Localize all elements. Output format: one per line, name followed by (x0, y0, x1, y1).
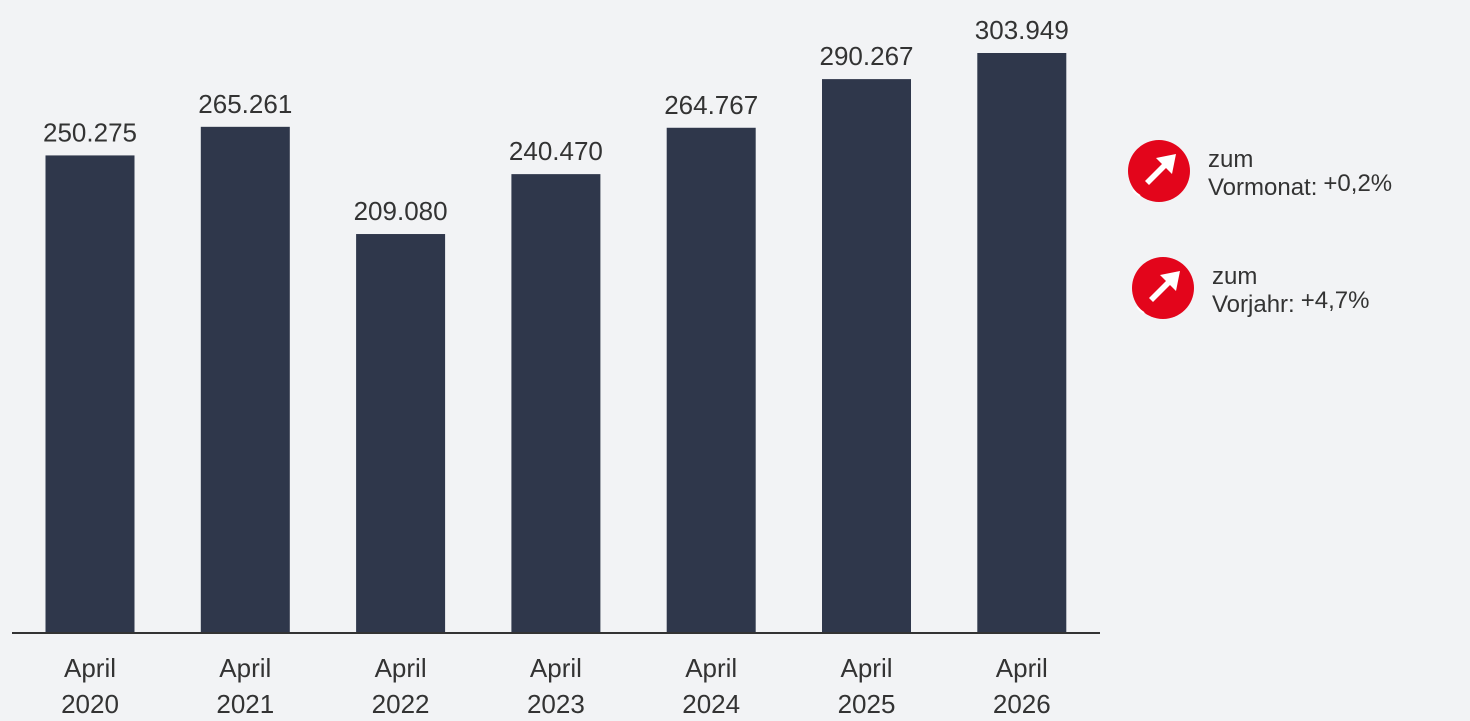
bar-april-2021 (200, 126, 290, 634)
bar-april-2026 (977, 53, 1067, 633)
year-change-line1: zum (1212, 263, 1258, 290)
value-label-april-2024: 264.767 (664, 90, 758, 120)
bar-april-2025 (822, 79, 911, 633)
month-change-value: +0,2% (1323, 170, 1393, 197)
bar-april-2022 (356, 234, 446, 633)
bar-april-2024 (666, 127, 756, 634)
month-change-line1: zum (1208, 146, 1254, 173)
year-change-value: +4,7% (1300, 287, 1370, 314)
value-label-april-2023: 240.470 (509, 136, 603, 166)
x-tick-label-april-2024: April 2024 (682, 653, 740, 719)
year-change-text: zum Vorjahr: +4,7% (1212, 263, 1369, 319)
value-label-april-2025: 290.267 (820, 41, 914, 71)
month-change-label: Vormonat: (1208, 174, 1318, 201)
year-change-badge: zum Vorjahr: +4,7% (1132, 257, 1369, 319)
value-label-april-2022: 209.080 (354, 196, 448, 226)
bar-april-2020 (45, 155, 135, 634)
month-change-badge: zum Vormonat: +0,2% (1128, 140, 1392, 202)
x-tick-label-april-2025: April 2025 (838, 653, 896, 719)
x-tick-label-april-2020: April 2020 (61, 653, 119, 719)
value-label-april-2026: 303.949 (975, 15, 1069, 45)
x-tick-label-april-2023: April 2023 (527, 653, 585, 719)
x-tick-label-april-2022: April 2022 (372, 653, 430, 719)
year-change-label: Vorjahr: (1212, 291, 1295, 318)
month-change-text: zum Vormonat: +0,2% (1208, 146, 1392, 202)
bar-april-2023 (511, 174, 601, 633)
bars-group (45, 53, 1067, 634)
value-label-april-2021: 265.261 (198, 89, 292, 119)
x-tick-label-april-2026: April 2026 (993, 653, 1051, 719)
x-tick-label-april-2021: April 2021 (216, 653, 274, 719)
arrow-up-right-icon (1132, 257, 1194, 319)
arrow-up-right-icon (1128, 140, 1190, 202)
x-tick-labels-group: April 2020 April 2021 April 2022 April 2023 Apri… (61, 653, 1051, 719)
bar-chart: 250.275 265.261 209.080 240.470 264.767 290.2… (12, 15, 1100, 719)
value-label-april-2020: 250.275 (43, 117, 137, 147)
value-labels-group: 250.275 265.261 209.080 240.470 264.767 290.2… (43, 15, 1069, 226)
